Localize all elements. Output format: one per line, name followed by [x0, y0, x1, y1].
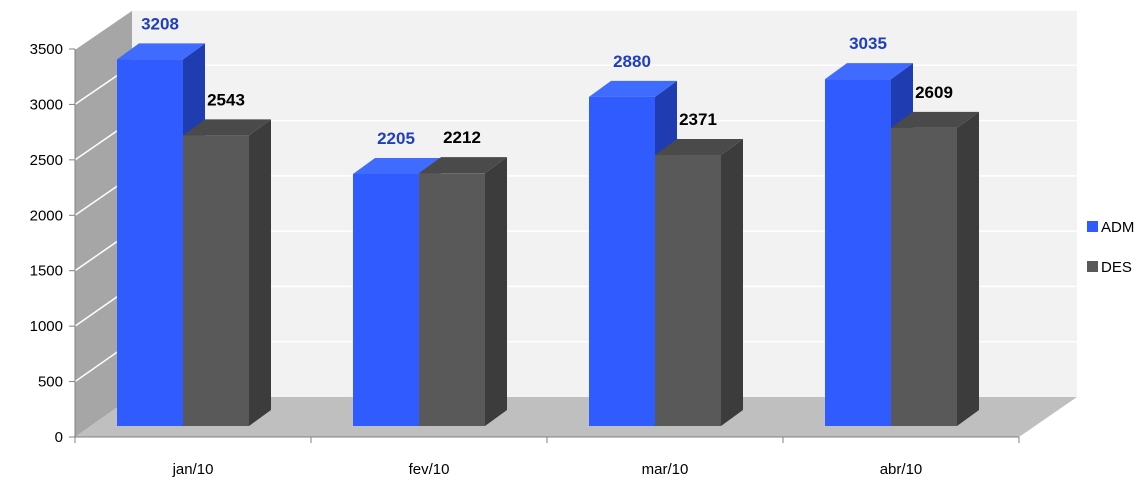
x-tick-label: mar/10 [642, 461, 689, 478]
y-tick-label: 2500 [30, 152, 63, 169]
bar-side [485, 157, 507, 426]
legend: ADM DES [1087, 219, 1134, 276]
bar-top [655, 139, 743, 156]
legend-label-des: DES [1101, 259, 1132, 276]
bar-top [825, 63, 913, 80]
data-label-des: 2371 [679, 110, 717, 129]
x-tick-label: abr/10 [880, 461, 923, 478]
legend-swatch-adm [1087, 221, 1098, 232]
bar-front [891, 127, 957, 426]
bar-front [655, 155, 721, 427]
bar-side [957, 111, 979, 426]
x-tick-label: fev/10 [409, 461, 450, 478]
bar-front [353, 173, 419, 426]
data-label-des: 2609 [915, 83, 953, 102]
legend-label-adm: ADM [1101, 219, 1134, 236]
bar-des [419, 157, 507, 426]
data-label-adm: 2205 [377, 129, 415, 148]
axes: 0 500 1000 1500 2000 2500 3000 3500 jan/10 fev/10… [30, 41, 1020, 478]
legend-swatch-des [1087, 261, 1098, 272]
bar-top [891, 111, 979, 128]
bar-front [117, 59, 183, 427]
bar-front [419, 173, 485, 426]
y-tick-label: 2000 [30, 207, 63, 224]
data-label-adm: 2880 [613, 52, 651, 71]
bar-top [183, 119, 271, 136]
data-labels: 3208 2543 2205 2212 2880 2371 3035 2609 [141, 14, 953, 148]
bar-front [183, 135, 249, 426]
y-tick-label: 3500 [30, 41, 63, 58]
bar-side [249, 119, 271, 426]
data-label-adm: 3035 [849, 34, 887, 53]
data-label-adm: 3208 [141, 14, 179, 33]
bar-top [353, 157, 441, 174]
y-tick-label: 1500 [30, 263, 63, 280]
bar-top [117, 43, 205, 60]
bar-top [589, 80, 677, 97]
bar-des [183, 119, 271, 426]
bar-side [721, 139, 743, 427]
bar-front [825, 79, 891, 426]
bars [117, 43, 979, 427]
y-tick-label: 500 [38, 374, 63, 391]
x-tick-label: jan/10 [172, 461, 214, 478]
data-label-des: 2543 [207, 90, 245, 109]
y-tick-label: 0 [55, 429, 63, 446]
bar-top [419, 157, 507, 174]
bar-des [891, 111, 979, 426]
y-tick-label: 1000 [30, 318, 63, 335]
y-tick-label: 3000 [30, 96, 63, 113]
bar-des [655, 139, 743, 427]
bar-front [589, 96, 655, 426]
gridline-side [74, 9, 133, 50]
data-label-des: 2212 [443, 128, 481, 147]
